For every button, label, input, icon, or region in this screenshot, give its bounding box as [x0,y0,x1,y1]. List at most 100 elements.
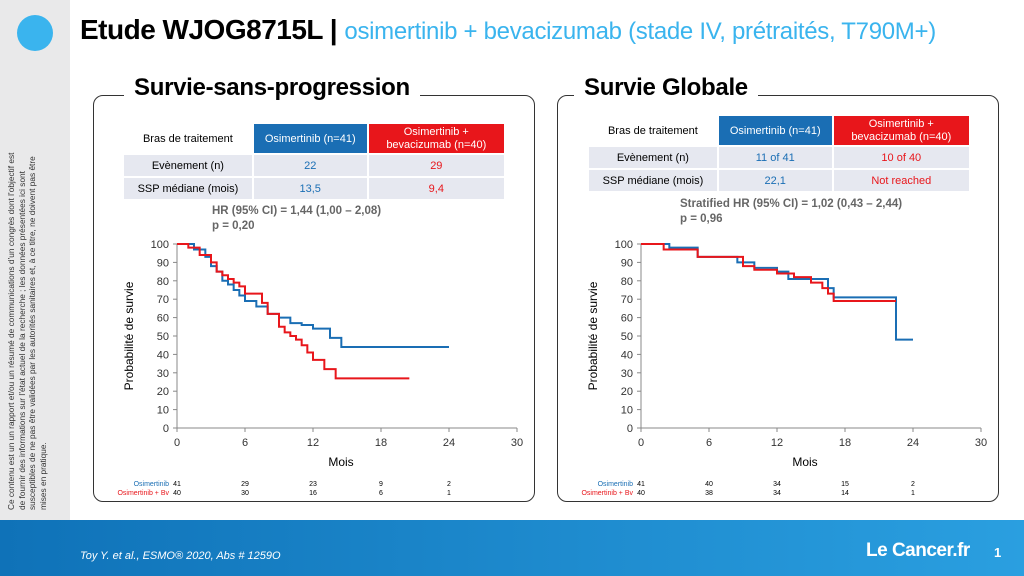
pfs-y-tick-label: 40 [157,349,169,361]
os-row-median-osi: 22,1 [718,170,832,191]
os-row-median-osi-bv: Not reached [833,170,969,191]
pfs-y-tick-label: 10 [157,405,169,417]
pfs-y-tick-label: 30 [157,368,169,380]
pfs-row-median-osi-bv: 9,4 [368,178,504,199]
pfs-table: Bras de traitement Osimertinib (n=41) Os… [122,122,506,201]
pfs-x-tick-label: 30 [511,437,523,449]
pfs-risk-value: 41 [173,481,181,488]
pfs-km-chart: 0 10 20 30 40 50 60 70 80 90 100 0 6 12 18 24 30 Mois Prob… [117,239,523,497]
os-panel-title: Survie Globale [574,74,758,102]
pfs-risk-value: 16 [309,490,317,497]
pfs-panel-title: Survie-sans-progression [124,74,420,102]
os-risk-value: 34 [773,481,781,488]
os-row-events-osi-bv: 10 of 40 [833,147,969,168]
pfs-y-tick-label: 80 [157,276,169,288]
os-risk-value: 14 [841,490,849,497]
os-risk-value: 40 [705,481,713,488]
os-x-tick-label: 30 [975,437,987,449]
os-risk-row-label: Osimertinib + Bv [581,490,633,497]
page-number: 1 [994,545,1002,560]
pfs-risk-value: 40 [173,490,181,497]
title-subtitle: osimertinib + bevacizumab (stade IV, pré… [344,18,936,45]
pfs-risk-row-label: Osimertinib [134,481,170,488]
os-y-tick-label: 70 [621,294,633,306]
cancer-fr-logo: Le Cancer.fr [866,540,970,561]
os-risk-value: 34 [773,490,781,497]
os-risk-value: 15 [841,481,849,488]
os-x-tick-label: 12 [771,437,783,449]
os-y-tick-label: 0 [627,423,633,435]
os-table-header-osi-bv: Osimertinib + bevacizumab (n=40) [833,116,969,145]
os-risk-value: 2 [911,481,915,488]
pfs-risk-value: 30 [241,490,249,497]
pfs-x-tick-label: 24 [443,437,455,449]
pfs-y-tick-label: 90 [157,257,169,269]
os-y-tick-label: 40 [621,349,633,361]
footer-bar [0,520,1024,576]
os-risk-value: 38 [705,490,713,497]
os-x-tick-label: 18 [839,437,851,449]
pfs-y-tick-label: 60 [157,313,169,325]
os-row-events-osi: 11 of 41 [718,147,832,168]
pfs-y-tick-label: 50 [157,331,169,343]
pfs-curve-osimertinib-bv [177,243,410,380]
pfs-row-events-label: Evènement (n) [124,155,252,176]
pfs-y-axis-label: Probabilité de survie [122,281,136,390]
os-hazard-ratio: Stratified HR (95% CI) = 1,02 (0,43 – 2,… [680,197,902,227]
pfs-y-tick-label: 20 [157,386,169,398]
pfs-p-value: p = 0,20 [212,220,255,232]
pfs-risk-value: 23 [309,481,317,488]
os-risk-value: 41 [637,481,645,488]
pfs-risk-value: 29 [241,481,249,488]
os-x-tick-label: 6 [706,437,712,449]
os-risk-row-label: Osimertinib [598,481,634,488]
pfs-hazard-ratio: HR (95% CI) = 1,44 (1,00 – 2,08) p = 0,2… [212,204,381,234]
os-x-tick-label: 0 [638,437,644,449]
pfs-x-tick-label: 0 [174,437,180,449]
accent-dot [17,15,53,51]
os-y-tick-label: 20 [621,386,633,398]
pfs-row-events-osi-bv: 29 [368,155,504,176]
citation: Toy Y. et al., ESMO® 2020, Abs # 1259O [80,550,281,562]
sidebar: Ce contenu est un un rapport et/ou un ré… [0,0,70,520]
os-hr-text: Stratified HR (95% CI) = 1,02 (0,43 – 2,… [680,198,903,210]
pfs-x-tick-label: 6 [242,437,248,449]
os-table-header-osi: Osimertinib (n=41) [718,116,832,145]
pfs-table-header-osi-bv: Osimertinib + bevacizumab (n=40) [368,124,504,153]
os-table-header-arm: Bras de traitement [589,116,717,145]
pfs-risk-value: 2 [447,481,451,488]
os-x-axis-label: Mois [792,455,817,469]
pfs-curve-osimertinib [177,243,449,349]
slide-title: Etude WJOG8715L | osimertinib + bevacizu… [80,14,936,46]
os-p-value: p = 0,96 [680,213,723,225]
pfs-x-tick-label: 18 [375,437,387,449]
os-y-tick-label: 80 [621,276,633,288]
os-risk-value: 40 [637,490,645,497]
os-risk-value: 1 [911,490,915,497]
pfs-risk-value: 6 [379,490,383,497]
os-curve-osimertinib-bv [641,243,896,303]
pfs-y-tick-label: 100 [151,239,169,251]
pfs-y-tick-label: 70 [157,294,169,306]
pfs-row-events-osi: 22 [253,155,367,176]
pfs-row-median-osi: 13,5 [253,178,367,199]
pfs-x-tick-label: 12 [307,437,319,449]
os-row-events-label: Evènement (n) [589,147,717,168]
os-y-tick-label: 10 [621,405,633,417]
pfs-table-header-arm: Bras de traitement [124,124,252,153]
os-y-tick-label: 100 [615,239,633,251]
pfs-row-median-label: SSP médiane (mois) [124,178,252,199]
pfs-risk-value: 9 [379,481,383,488]
pfs-x-axis-label: Mois [328,455,353,469]
pfs-hr-text: HR (95% CI) = 1,44 (1,00 – 2,08) [212,205,382,217]
os-row-median-label: SSP médiane (mois) [589,170,717,191]
os-curve-osimertinib [641,243,913,341]
os-y-tick-label: 50 [621,331,633,343]
pfs-risk-row-label: Osimertinib + Bv [117,490,169,497]
title-main: Etude WJOG8715L | [80,14,338,45]
disclaimer-text: Ce contenu est un un rapport et/ou un ré… [6,152,48,510]
pfs-y-tick-label: 0 [163,423,169,435]
os-y-axis-label: Probabilité de survie [586,281,600,390]
os-y-tick-label: 90 [621,257,633,269]
